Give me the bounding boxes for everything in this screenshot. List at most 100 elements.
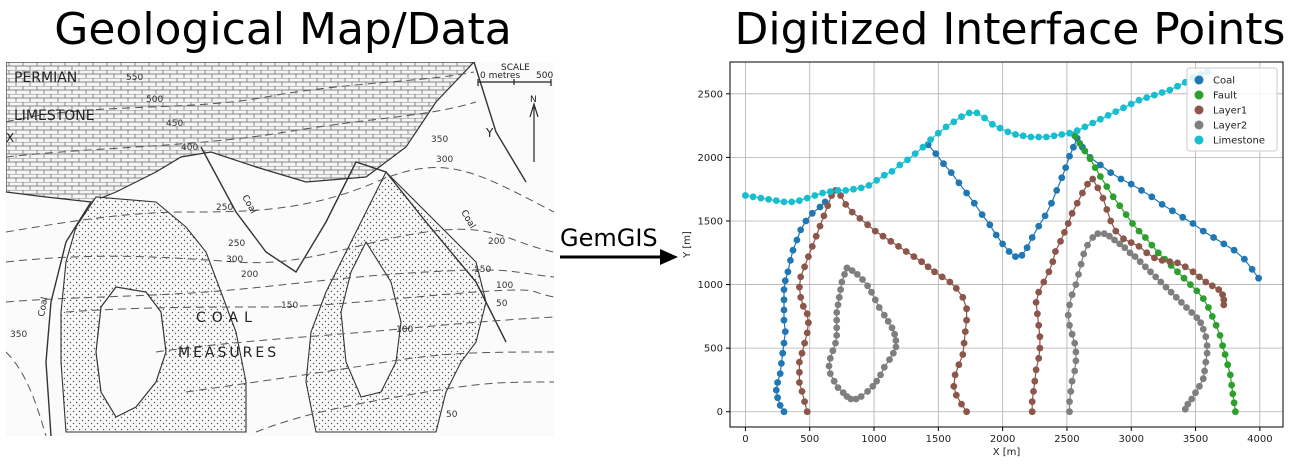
data-point xyxy=(1166,86,1174,94)
data-point xyxy=(848,208,856,216)
data-point xyxy=(1076,140,1084,147)
data-point xyxy=(996,124,1004,132)
coal-line xyxy=(45,201,92,436)
data-point xyxy=(1138,187,1145,194)
data-point xyxy=(1172,293,1180,301)
contour-label: 300 xyxy=(436,155,453,165)
data-point xyxy=(892,337,900,344)
data-point xyxy=(1158,89,1166,96)
data-point xyxy=(895,243,902,250)
data-point xyxy=(780,296,788,304)
data-point xyxy=(888,168,896,175)
legend-marker xyxy=(1194,105,1204,115)
data-point xyxy=(1081,123,1089,131)
data-point xyxy=(892,343,900,351)
y-tick-label: 500 xyxy=(704,344,723,355)
data-point xyxy=(1127,180,1135,188)
data-point xyxy=(877,371,884,379)
data-point xyxy=(1162,283,1170,291)
fault-line xyxy=(473,62,527,183)
data-point xyxy=(889,349,897,357)
data-point xyxy=(857,184,865,192)
data-point xyxy=(811,192,819,199)
data-point xyxy=(803,329,811,337)
data-point xyxy=(992,231,1000,239)
data-point xyxy=(1084,180,1091,188)
data-point xyxy=(772,386,780,394)
data-point xyxy=(950,118,958,126)
data-point xyxy=(1091,164,1099,171)
data-point xyxy=(1071,132,1079,140)
data-point xyxy=(838,278,846,286)
data-point xyxy=(1097,161,1104,169)
data-point xyxy=(1045,268,1053,276)
scale-bar xyxy=(477,79,552,86)
data-point xyxy=(798,388,806,395)
data-point xyxy=(1030,388,1037,395)
data-point xyxy=(1199,375,1207,383)
y-tick-label: 1000 xyxy=(698,280,723,291)
series-layer1 xyxy=(796,175,1228,416)
x-tick-label: 1000 xyxy=(861,434,886,445)
data-point xyxy=(1068,377,1076,385)
data-point xyxy=(1023,244,1031,252)
x-tick-label: 3500 xyxy=(1183,434,1208,445)
map-north-label: N xyxy=(530,95,537,105)
data-point xyxy=(1188,309,1196,316)
data-point xyxy=(796,358,803,366)
data-point xyxy=(832,339,839,347)
data-point xyxy=(1135,96,1143,104)
left-panel-title: Geological Map/Data xyxy=(54,4,512,55)
data-point xyxy=(1248,265,1256,273)
data-point xyxy=(1230,399,1238,407)
data-point xyxy=(1097,115,1104,123)
data-point xyxy=(879,232,887,240)
data-point xyxy=(802,217,810,225)
data-point xyxy=(932,150,940,157)
data-point xyxy=(1034,310,1041,318)
data-point xyxy=(1166,258,1174,266)
x-tick-label: 2000 xyxy=(990,434,1015,445)
data-point xyxy=(774,379,781,386)
arrow-icon xyxy=(560,249,678,265)
data-point xyxy=(1202,333,1210,341)
x-tick-label: 2500 xyxy=(1054,434,1079,445)
data-point xyxy=(774,394,781,402)
data-point xyxy=(963,189,970,197)
ticks: 0 500 1000 1500 2000 2500 3000 3500 4000 0 500 1000… xyxy=(698,89,1273,445)
y-tick-label: 2000 xyxy=(698,153,723,164)
map-scale-max: 500 xyxy=(536,71,553,81)
series-layer2 xyxy=(825,230,1211,416)
data-point xyxy=(960,339,968,347)
data-point xyxy=(965,109,973,117)
data-point xyxy=(833,309,841,316)
data-point xyxy=(1028,398,1036,405)
data-point xyxy=(1071,339,1079,347)
data-point xyxy=(947,169,955,176)
data-point xyxy=(843,264,851,272)
data-point xyxy=(1086,155,1094,163)
data-point xyxy=(1066,398,1073,405)
data-point xyxy=(781,277,789,285)
data-point xyxy=(958,113,965,121)
x-tick-label: 1500 xyxy=(926,434,951,445)
data-point xyxy=(1121,244,1129,252)
data-point xyxy=(1196,382,1203,390)
data-point xyxy=(1241,255,1248,263)
data-point xyxy=(868,288,875,296)
data-point xyxy=(1202,278,1210,286)
data-point xyxy=(1197,319,1205,327)
data-point xyxy=(816,203,824,211)
data-point xyxy=(757,194,765,202)
data-point xyxy=(1154,249,1162,257)
data-point xyxy=(1100,230,1108,238)
data-point xyxy=(1058,174,1066,182)
data-point xyxy=(837,192,844,199)
data-point xyxy=(973,109,981,117)
data-point xyxy=(911,150,919,157)
data-point xyxy=(1004,128,1012,136)
legend: Coal Fault Layer1 Layer2 Limestone xyxy=(1186,67,1278,152)
data-point xyxy=(1070,143,1077,151)
data-point xyxy=(824,202,832,210)
data-point xyxy=(1199,227,1207,235)
